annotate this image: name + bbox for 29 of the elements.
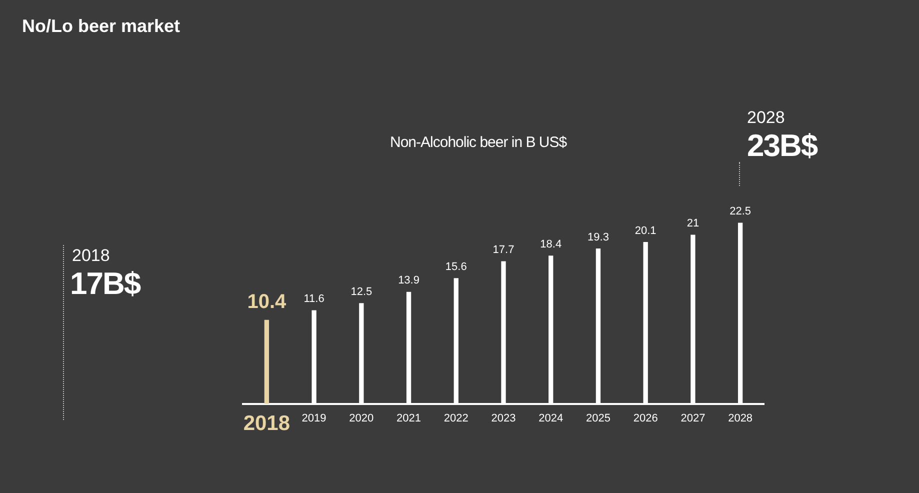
data-label: 15.6 — [445, 261, 467, 274]
data-label: 22.5 — [730, 206, 752, 218]
x-tick-label: 2020 — [349, 412, 374, 424]
data-label: 11.6 — [304, 293, 324, 306]
text: 2028 — [747, 108, 785, 128]
x-tick-label: 2027 — [680, 412, 706, 424]
text: 23B$ — [747, 128, 818, 164]
chart-subtitle: Non-Alcoholic beer in B US$ — [390, 134, 567, 151]
x-tick-label: 2019 — [302, 412, 326, 424]
x-tick-label: 2026 — [633, 412, 658, 424]
data-label: 20.1 — [634, 224, 656, 237]
x-tick-label: 2021 — [396, 412, 422, 424]
data-label: 10.4 — [247, 290, 288, 313]
data-label: 19.3 — [588, 231, 609, 244]
x-tick-label: 2025 — [586, 412, 610, 424]
data-label: 13.9 — [398, 274, 420, 287]
data-label: 21 — [686, 218, 700, 230]
chart-title: No/Lo beer market — [22, 16, 180, 37]
bar — [264, 320, 270, 404]
data-label: 17.7 — [492, 244, 514, 256]
text: 2018 — [72, 246, 110, 266]
x-tick-label: 2024 — [538, 412, 564, 424]
x-tick-label: 2018 — [243, 412, 290, 436]
x-tick-label: 2028 — [728, 412, 753, 424]
data-label: 12.5 — [350, 286, 372, 298]
data-label: 18.4 — [540, 238, 562, 251]
text: 17B$ — [70, 266, 140, 302]
x-tick-label: 2022 — [444, 412, 468, 424]
x-tick-label: 2023 — [491, 412, 516, 424]
